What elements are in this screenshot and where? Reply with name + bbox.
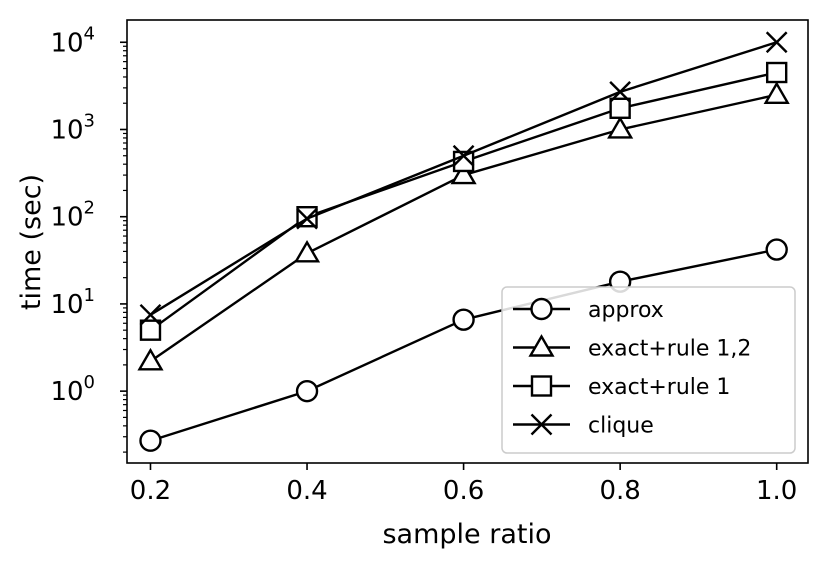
y-tick-label: 102 — [50, 198, 95, 233]
data-point-square — [139, 319, 162, 341]
data-point-triangle — [607, 116, 634, 139]
data-point-circle — [139, 429, 162, 452]
data-point-x-stroke — [765, 31, 788, 54]
data-point-x-stroke — [452, 144, 475, 167]
y-tick-label: 103 — [50, 110, 95, 145]
y-axis: 100 101 102 103 104 — [50, 23, 127, 453]
y-tick-label: 104 — [50, 23, 95, 58]
data-point-x — [609, 81, 631, 103]
legend-label: approx — [588, 298, 664, 323]
y-tick-label: 100 — [50, 372, 95, 407]
x-tick-label: 1.0 — [756, 476, 797, 506]
legend-label: exact+rule 1 — [588, 375, 730, 400]
data-point-x — [296, 207, 318, 230]
x-tick-label: 0.6 — [443, 476, 484, 506]
legend-marker-square — [530, 375, 553, 397]
data-point-square — [765, 61, 788, 84]
y-tick-label: 101 — [50, 285, 95, 320]
x-tick-label: 0.2 — [130, 476, 171, 506]
x-tick-label: 0.8 — [599, 476, 640, 506]
legend-marker-x-stroke — [530, 413, 553, 436]
data-point-x-stroke — [296, 207, 318, 230]
legend-label: exact+rule 1,2 — [588, 337, 751, 362]
y-axis-label: time (sec) — [16, 174, 47, 310]
data-point-square — [609, 97, 631, 119]
data-point-x-stroke — [609, 81, 631, 103]
x-tick-label: 0.4 — [286, 476, 327, 506]
x-axis-label: sample ratio — [382, 519, 551, 550]
data-point-triangle — [137, 347, 164, 371]
legend: approx exact+rule 1,2 exact+rule 1 clique — [501, 286, 796, 454]
data-point-circle — [295, 379, 319, 403]
x-axis: 0.2 0.4 0.6 0.8 1.0 — [130, 463, 797, 506]
data-point-circle — [452, 308, 475, 331]
data-point-x-stroke — [139, 303, 162, 326]
legend-marker-x — [530, 413, 553, 436]
legend-marker-circle — [530, 297, 553, 321]
data-point-triangle — [763, 81, 790, 104]
data-point-triangle — [450, 161, 477, 185]
legend-marker-triangle — [528, 334, 555, 357]
data-point-x — [139, 303, 162, 326]
series-layer — [137, 31, 790, 452]
data-point-x — [765, 31, 788, 54]
data-point-triangle — [293, 239, 321, 263]
data-point-circle — [765, 238, 788, 261]
data-point-x — [452, 144, 475, 167]
legend-box — [501, 286, 796, 454]
legend-label: clique — [588, 414, 654, 439]
